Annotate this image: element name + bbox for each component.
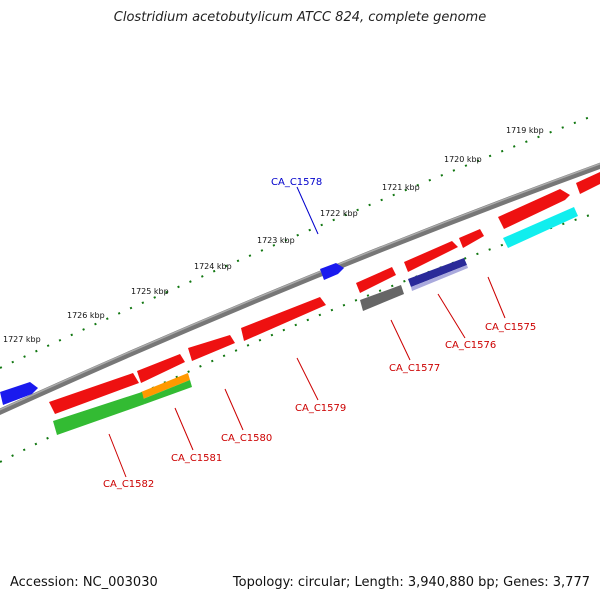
outer-tick-ring [0, 116, 591, 369]
gene-arrow-ca-c1577[interactable] [404, 241, 458, 272]
map-title: Clostridium acetobutylicum ATCC 824, com… [113, 10, 487, 25]
feature-grey[interactable] [360, 285, 404, 311]
gene-arrow-blue[interactable] [0, 382, 38, 405]
leader-line [296, 357, 319, 401]
gene-arrow-ca-c1578[interactable] [320, 263, 344, 280]
genome-summary-text: Topology: circular; Length: 3,940,880 bp… [232, 575, 590, 590]
gene-label[interactable]: CA_C1579 [295, 403, 346, 414]
scale-label: 1720 kbp [444, 155, 482, 164]
gene-label[interactable]: CA_C1577 [389, 363, 440, 374]
gene-label[interactable]: CA_C1576 [445, 340, 496, 351]
leader-line [487, 276, 506, 319]
gene-label[interactable]: CA_C1578 [271, 177, 322, 188]
scale-label: 1724 kbp [194, 262, 232, 271]
scale-label: 1727 kbp [3, 335, 41, 344]
genome-backbone-highlight [0, 163, 600, 411]
genome-backbone [0, 162, 600, 416]
gene-label[interactable]: CA_C1575 [485, 322, 536, 333]
gene-arrow-ca-c1576[interactable] [459, 229, 484, 248]
feature-orange[interactable] [141, 373, 190, 399]
scale-label: 1725 kbp [131, 287, 169, 296]
gene-arrow-cds[interactable] [576, 172, 600, 194]
gene-arrow-cds[interactable] [356, 267, 396, 293]
feature-green[interactable] [143, 380, 192, 404]
gene-label[interactable]: CA_C1581 [171, 453, 222, 464]
scale-label: 1723 kbp [257, 236, 295, 245]
gene-arrow-ca-c1582[interactable] [49, 373, 139, 414]
leader-line [296, 186, 319, 235]
feature-navy-shadow [411, 265, 468, 291]
feature-cyan[interactable] [503, 207, 578, 248]
scale-label: 1719 kbp [506, 126, 544, 135]
leader-line [108, 433, 127, 478]
scale-label: 1722 kbp [320, 209, 358, 218]
gene-arrow-ca-c1575[interactable] [498, 189, 570, 229]
leader-line [224, 388, 244, 431]
leader-line [437, 293, 466, 339]
gene-arrow-ca-c1581[interactable] [137, 354, 185, 383]
scale-label: 1726 kbp [67, 311, 105, 320]
gene-label[interactable]: CA_C1580 [221, 433, 272, 444]
scale-label: 1721 kbp [382, 183, 420, 192]
leader-line [390, 319, 411, 361]
accession-text: Accession: NC_003030 [10, 575, 158, 590]
leader-line [174, 407, 194, 451]
gene-arrow-ca-c1579[interactable] [241, 297, 326, 341]
feature-green-large[interactable] [53, 392, 145, 435]
gene-label[interactable]: CA_C1582 [103, 479, 154, 490]
feature-navy[interactable] [408, 258, 467, 287]
inner-tick-ring [0, 214, 591, 463]
gene-arrow-ca-c1580[interactable] [188, 335, 235, 361]
